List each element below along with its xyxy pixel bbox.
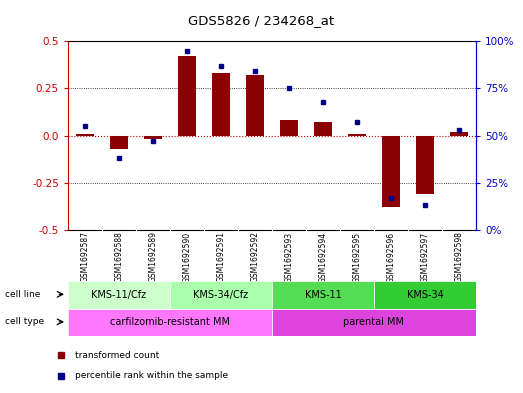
Text: GSM1692590: GSM1692590 <box>183 231 191 283</box>
Text: GSM1692593: GSM1692593 <box>285 231 293 283</box>
Bar <box>374 281 476 309</box>
Text: GSM1692591: GSM1692591 <box>217 231 225 283</box>
Bar <box>272 281 374 309</box>
Text: parental MM: parental MM <box>344 317 404 327</box>
Text: GSM1692598: GSM1692598 <box>454 231 463 283</box>
Text: transformed count: transformed count <box>74 351 159 360</box>
Text: cell type: cell type <box>5 318 44 326</box>
Bar <box>110 136 128 149</box>
Text: KMS-34: KMS-34 <box>406 290 444 300</box>
Bar <box>170 281 272 309</box>
Bar <box>450 132 468 136</box>
Bar <box>272 309 476 336</box>
Bar <box>76 134 94 136</box>
Text: cell line: cell line <box>5 290 41 299</box>
Bar <box>212 73 230 136</box>
Text: GSM1692596: GSM1692596 <box>386 231 395 283</box>
Text: KMS-11: KMS-11 <box>304 290 342 300</box>
Bar <box>382 136 400 207</box>
Text: GSM1692587: GSM1692587 <box>81 231 89 283</box>
Text: GSM1692597: GSM1692597 <box>420 231 429 283</box>
Bar <box>416 136 434 194</box>
Bar <box>68 309 272 336</box>
Text: GDS5826 / 234268_at: GDS5826 / 234268_at <box>188 14 335 27</box>
Text: GSM1692594: GSM1692594 <box>319 231 327 283</box>
Text: GSM1692589: GSM1692589 <box>149 231 157 283</box>
Bar <box>68 281 170 309</box>
Text: GSM1692588: GSM1692588 <box>115 231 123 282</box>
Text: carfilzomib-resistant MM: carfilzomib-resistant MM <box>110 317 230 327</box>
Text: percentile rank within the sample: percentile rank within the sample <box>74 371 228 380</box>
Text: GSM1692595: GSM1692595 <box>353 231 361 283</box>
Text: KMS-34/Cfz: KMS-34/Cfz <box>194 290 248 300</box>
Bar <box>144 136 162 140</box>
Bar <box>348 134 366 136</box>
Text: GSM1692592: GSM1692592 <box>251 231 259 283</box>
Text: KMS-11/Cfz: KMS-11/Cfz <box>92 290 146 300</box>
Bar <box>178 56 196 136</box>
Bar <box>314 122 332 136</box>
Bar <box>280 121 298 136</box>
Bar <box>246 75 264 136</box>
